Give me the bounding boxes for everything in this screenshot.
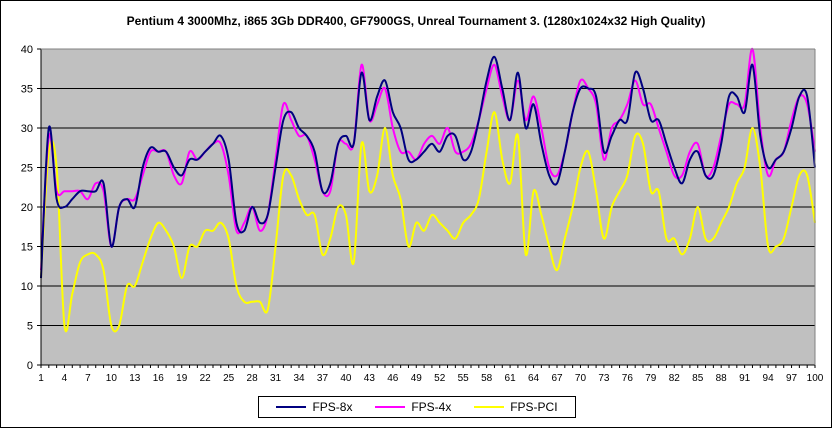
x-tick-label: 10 [106, 373, 118, 384]
x-tick-label: 1 [38, 373, 44, 384]
x-tick-label: 7 [85, 373, 91, 384]
x-tick-label: 58 [481, 373, 493, 384]
y-tick-label: 10 [21, 281, 33, 293]
x-tick-label: 40 [340, 373, 352, 384]
x-tick-label: 52 [434, 373, 446, 384]
x-tick-label: 88 [716, 373, 728, 384]
legend-label-fps-pci: FPS-PCI [510, 400, 558, 414]
legend-label-fps-8x: FPS-8x [312, 400, 353, 414]
x-tick-label: 76 [622, 373, 634, 384]
x-tick-label: 13 [129, 373, 141, 384]
y-tick-label: 0 [27, 360, 33, 372]
x-tick-label: 55 [458, 373, 470, 384]
x-axis-tick-labels: 1 4 7 10 13 16 19 22 25 28 31 34 37 40 43 46 49 52 55 58 61 6… [38, 373, 824, 384]
legend-swatch-fps-8x [276, 406, 307, 408]
x-tick-label: 25 [223, 373, 235, 384]
x-tick-label: 49 [411, 373, 423, 384]
y-tick-label: 35 [21, 84, 33, 96]
x-tick-label: 31 [270, 373, 282, 384]
x-tick-label: 22 [200, 373, 212, 384]
series-line-fps-8x [40, 55, 816, 279]
x-tick-label: 94 [763, 373, 775, 384]
y-tick-label: 5 [27, 321, 33, 333]
y-tick-label: 25 [21, 163, 33, 175]
x-tick-label: 19 [176, 373, 188, 384]
x-tick-label: 46 [387, 373, 399, 384]
x-tick-label: 97 [786, 373, 798, 384]
x-tick-label: 37 [317, 373, 329, 384]
x-tick-label: 70 [575, 373, 587, 384]
x-tick-label: 16 [153, 373, 165, 384]
chart-title: Pentium 4 3000Mhz, i865 3Gb DDR400, GF79… [126, 14, 706, 28]
series-line-fps-pci [40, 111, 816, 333]
x-tick-label: 4 [62, 373, 68, 384]
y-axis-tick-labels: 0 5 10 15 20 25 30 35 40 [21, 44, 33, 372]
legend: FPS-8x FPS-4x FPS-PCI [258, 396, 576, 418]
x-tick-label: 28 [247, 373, 259, 384]
x-tick-label: 79 [645, 373, 657, 384]
y-tick-label: 20 [21, 202, 33, 214]
legend-label-fps-4x: FPS-4x [411, 400, 452, 414]
y-tick-label: 40 [21, 44, 33, 56]
legend-item-fps-pci: FPS-PCI [474, 400, 558, 414]
x-tick-label: 34 [293, 373, 305, 384]
x-tick-label: 64 [528, 373, 540, 384]
legend-swatch-fps-4x [375, 406, 406, 408]
y-tick-label: 15 [21, 242, 33, 254]
legend-item-fps-8x: FPS-8x [276, 400, 352, 414]
x-tick-label: 82 [669, 373, 681, 384]
x-tick-label: 67 [551, 373, 563, 384]
x-tick-label: 85 [692, 373, 704, 384]
x-tick-label: 100 [807, 373, 824, 384]
y-tick-label: 30 [21, 123, 33, 135]
axes [37, 48, 816, 368]
x-tick-label: 61 [505, 373, 517, 384]
series-lines [40, 47, 816, 333]
legend-swatch-fps-pci [474, 406, 505, 408]
x-tick-label: 73 [598, 373, 610, 384]
x-tick-label: 91 [739, 373, 751, 384]
legend-item-fps-4x: FPS-4x [375, 400, 451, 414]
x-tick-label: 43 [364, 373, 376, 384]
